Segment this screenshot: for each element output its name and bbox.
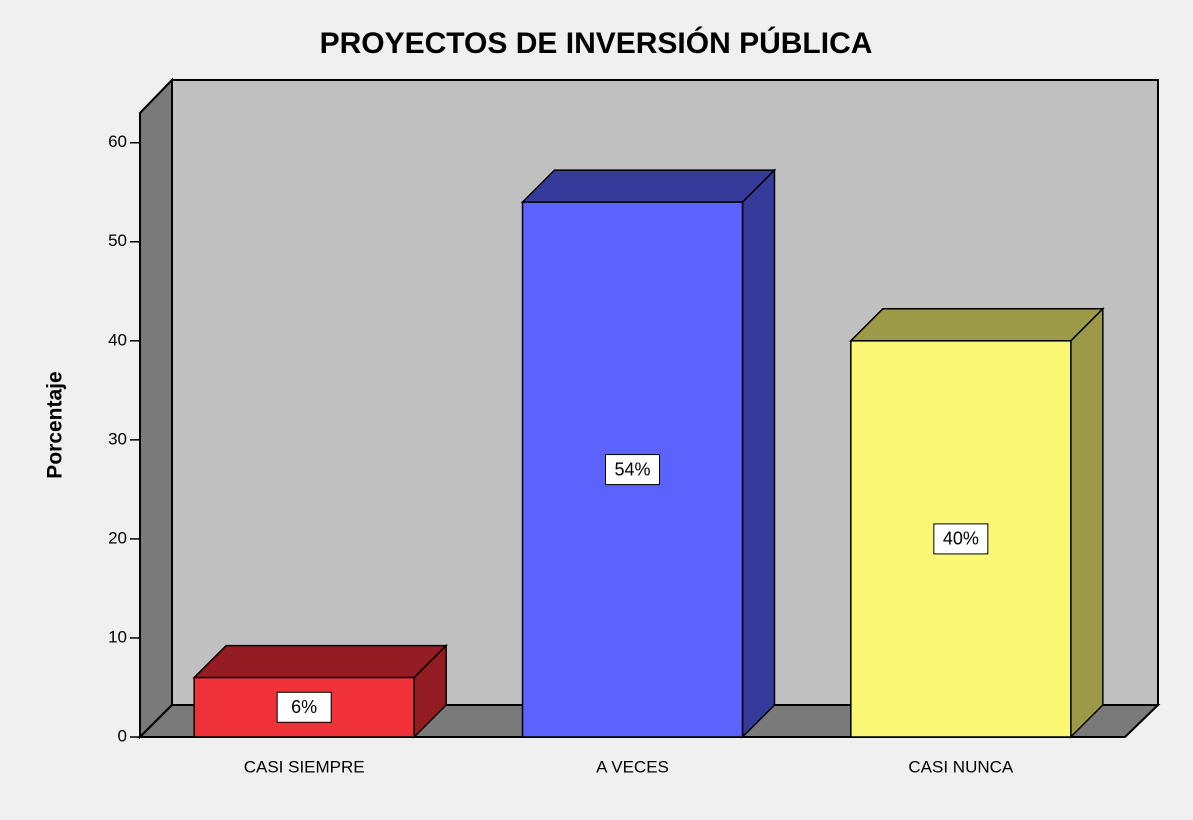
value-label-box [276,691,332,723]
value-label: 6% [291,697,317,717]
x-tick-label: CASI SIEMPRE [244,757,365,776]
left-wall [139,77,173,740]
bar-top [192,644,448,679]
bar-side [1070,306,1104,739]
bar-side [741,168,776,739]
y-tick-label: 10 [108,627,127,646]
value-label-box [933,523,989,555]
x-tick-label: A VECES [596,757,669,776]
value-label-box [605,454,660,486]
y-axis-label: Porcentaje [44,371,67,478]
y-tick-label: 30 [108,429,127,448]
bar-top [520,169,777,203]
chart-title: PROYECTOS DE INVERSIÓN PÚBLICA [320,26,873,60]
bar-top [849,308,1105,342]
y-tick-label: 0 [118,726,127,745]
y-tick-label: 40 [108,330,127,349]
value-label: 40% [943,529,979,549]
x-tick-label: CASI NUNCA [908,757,1014,776]
y-tick-label: 50 [108,231,127,250]
y-tick-label: 60 [108,132,127,151]
y-tick-label: 20 [108,528,127,547]
value-label: 54% [614,459,650,479]
